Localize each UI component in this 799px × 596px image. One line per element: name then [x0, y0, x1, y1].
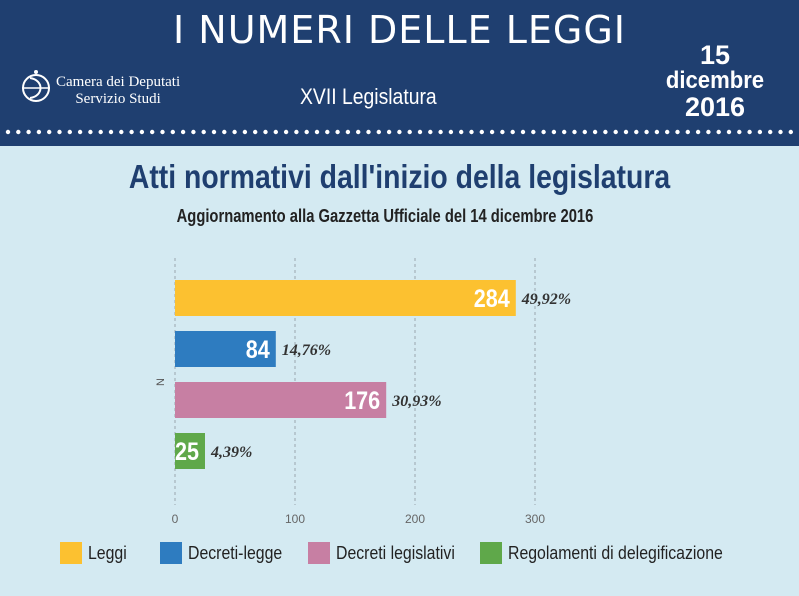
- bar-percent-label: 30,93%: [391, 393, 441, 410]
- date-day: 15: [699, 40, 731, 70]
- x-tick-label: 300: [525, 512, 545, 526]
- legend-swatch: [308, 542, 330, 564]
- camera-logo-icon: [22, 70, 50, 102]
- org-line-2: Servizio Studi: [75, 91, 161, 107]
- bar-value-label: 84: [246, 336, 270, 364]
- legend-label: Leggi: [88, 542, 127, 563]
- x-tick-label: 200: [405, 512, 425, 526]
- legend-label: Decreti legislativi: [336, 542, 455, 563]
- date-month: dicembre: [665, 67, 765, 94]
- org-line-1: Camera dei Deputati: [56, 74, 181, 90]
- bar-percent-label: 4,39%: [210, 444, 252, 461]
- bar-chart: 0 100 200 300 N 284 49,92% 84 14,76% 176 30,93% 25 4…: [155, 258, 571, 526]
- bar: [175, 280, 516, 316]
- x-tick-label: 100: [285, 512, 305, 526]
- bar-percent-label: 49,92%: [521, 291, 571, 308]
- bar-value-label: 284: [474, 285, 510, 313]
- x-tick-label: 0: [172, 512, 179, 526]
- date-year: 2016: [684, 92, 746, 122]
- legend-item: Decreti-legge: [160, 541, 295, 565]
- bar: [175, 382, 387, 418]
- bar-value-label: 25: [175, 438, 199, 466]
- legend-swatch: [480, 542, 502, 564]
- chart-title: Atti normativi dall'inizio della legisla…: [128, 158, 671, 195]
- legend-swatch: [60, 542, 82, 564]
- bar: [175, 433, 205, 469]
- legend-label: Regolamenti di delegificazione: [508, 542, 723, 563]
- date-block: 15 dicembre 2016: [650, 40, 780, 122]
- legend-label: Decreti-legge: [188, 542, 283, 563]
- bar-percent-label: 14,76%: [282, 342, 331, 359]
- legend-swatch: [160, 542, 182, 564]
- legislature-label: XVII Legislatura: [300, 84, 437, 109]
- legend-item: Decreti legislativi: [308, 541, 471, 565]
- org-name: Camera dei Deputati Servizio Studi: [56, 74, 180, 108]
- legend-item: Regolamenti di delegificazione: [480, 541, 752, 565]
- y-axis-label: N: [155, 378, 167, 386]
- chart-subtitle: Aggiornamento alla Gazzetta Ufficiale de…: [176, 206, 594, 226]
- bar: [175, 331, 276, 367]
- header-banner: I NUMERI DELLE LEGGI Camera dei Deputati…: [0, 0, 799, 146]
- chart-legend: Leggi Decreti-legge Decreti legislativi Reg…: [60, 541, 780, 565]
- main-title: I NUMERI DELLE LEGGI: [173, 8, 626, 52]
- dotted-divider: [5, 129, 793, 135]
- legend-item: Leggi: [60, 541, 132, 565]
- bar-value-label: 176: [344, 387, 380, 415]
